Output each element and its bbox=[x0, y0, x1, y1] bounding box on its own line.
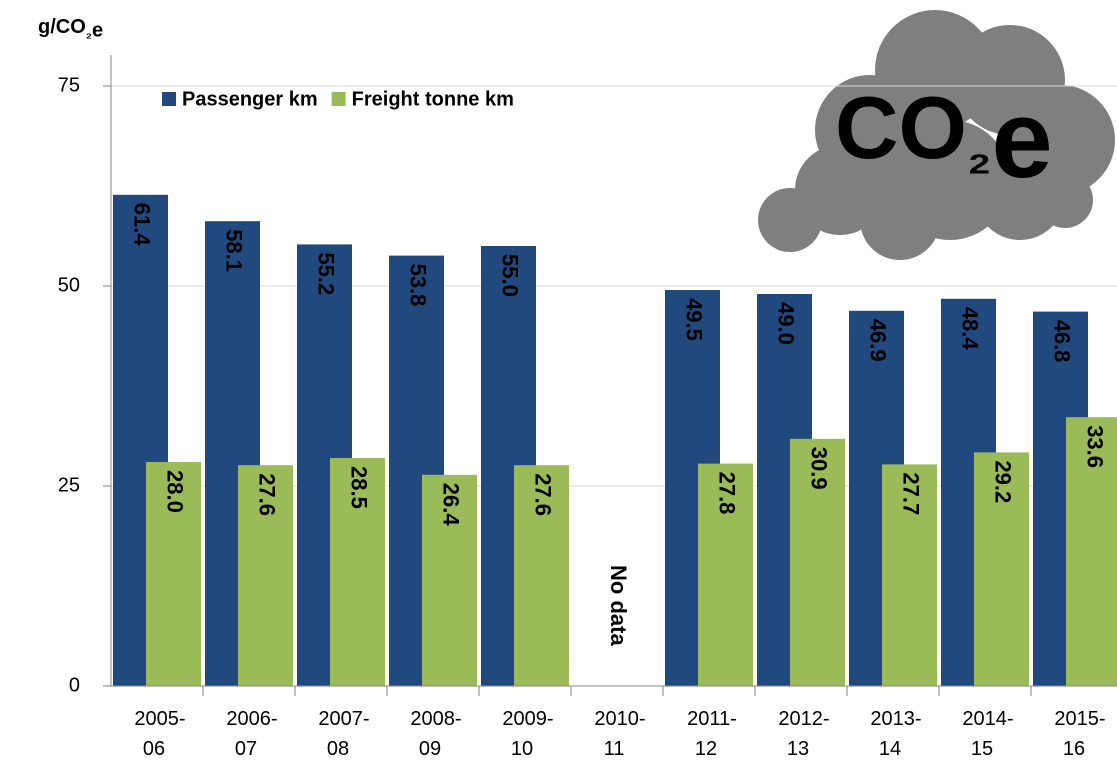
x-tick-label: 2006-07 bbox=[226, 708, 277, 760]
bar bbox=[974, 452, 1029, 686]
value-label: 28.5 bbox=[347, 466, 372, 509]
x-tick-label: 2015-16 bbox=[1054, 708, 1105, 760]
value-label: 26.4 bbox=[439, 483, 464, 527]
value-label: 48.4 bbox=[958, 307, 983, 351]
bar bbox=[238, 465, 293, 686]
value-label: 49.5 bbox=[682, 298, 707, 341]
value-label: 49.0 bbox=[774, 302, 799, 345]
value-label: 46.9 bbox=[866, 319, 891, 362]
x-tick-label: 2013-14 bbox=[870, 708, 921, 760]
y-tick-label: 50 bbox=[58, 274, 80, 296]
y-tick-label: 75 bbox=[58, 74, 80, 96]
cloud bbox=[758, 10, 1115, 260]
y-axis-label: g/CO₂e bbox=[38, 16, 103, 42]
value-label: 30.9 bbox=[807, 447, 832, 490]
x-tick-label: 2007-08 bbox=[318, 708, 369, 760]
bar bbox=[1066, 417, 1117, 686]
bar bbox=[698, 463, 753, 686]
bar bbox=[790, 438, 845, 686]
legend-swatch bbox=[331, 92, 346, 106]
x-tick-label: 2011-12 bbox=[687, 708, 737, 760]
x-tick-label: 2008-09 bbox=[410, 708, 461, 760]
value-label: 55.2 bbox=[314, 252, 339, 295]
legend-label: Passenger km bbox=[182, 88, 318, 110]
x-tick-label: 2014-15 bbox=[962, 708, 1013, 760]
bar bbox=[330, 458, 385, 686]
value-label: 29.2 bbox=[991, 460, 1016, 503]
value-label: 27.6 bbox=[531, 473, 556, 516]
value-label: 55.0 bbox=[498, 254, 523, 297]
value-label: 61.4 bbox=[130, 203, 155, 247]
bar bbox=[422, 474, 477, 686]
x-tick-label: 2009-10 bbox=[502, 708, 553, 760]
bar bbox=[882, 464, 937, 686]
value-label: 27.8 bbox=[715, 472, 740, 515]
value-label: 53.8 bbox=[406, 264, 431, 307]
bar bbox=[514, 465, 569, 686]
cloud-label: CO₂e bbox=[835, 78, 1053, 201]
value-label: 28.0 bbox=[163, 470, 188, 513]
x-tick-label: 2005-06 bbox=[134, 708, 185, 760]
bar bbox=[146, 462, 201, 686]
x-tick-label: 2010-11 bbox=[594, 708, 645, 760]
value-label: 27.7 bbox=[899, 472, 924, 515]
y-tick-label: 0 bbox=[69, 674, 80, 696]
value-label: 27.6 bbox=[255, 473, 280, 516]
legend-label: Freight tonne km bbox=[352, 88, 514, 110]
x-tick-label: 2012-13 bbox=[778, 708, 829, 760]
legend-swatch bbox=[162, 92, 176, 106]
value-label: 46.8 bbox=[1050, 320, 1075, 363]
annotation: No data bbox=[606, 565, 631, 646]
value-label: 33.6 bbox=[1083, 425, 1108, 468]
value-label: 58.1 bbox=[222, 229, 247, 272]
y-tick-label: 25 bbox=[58, 474, 80, 496]
